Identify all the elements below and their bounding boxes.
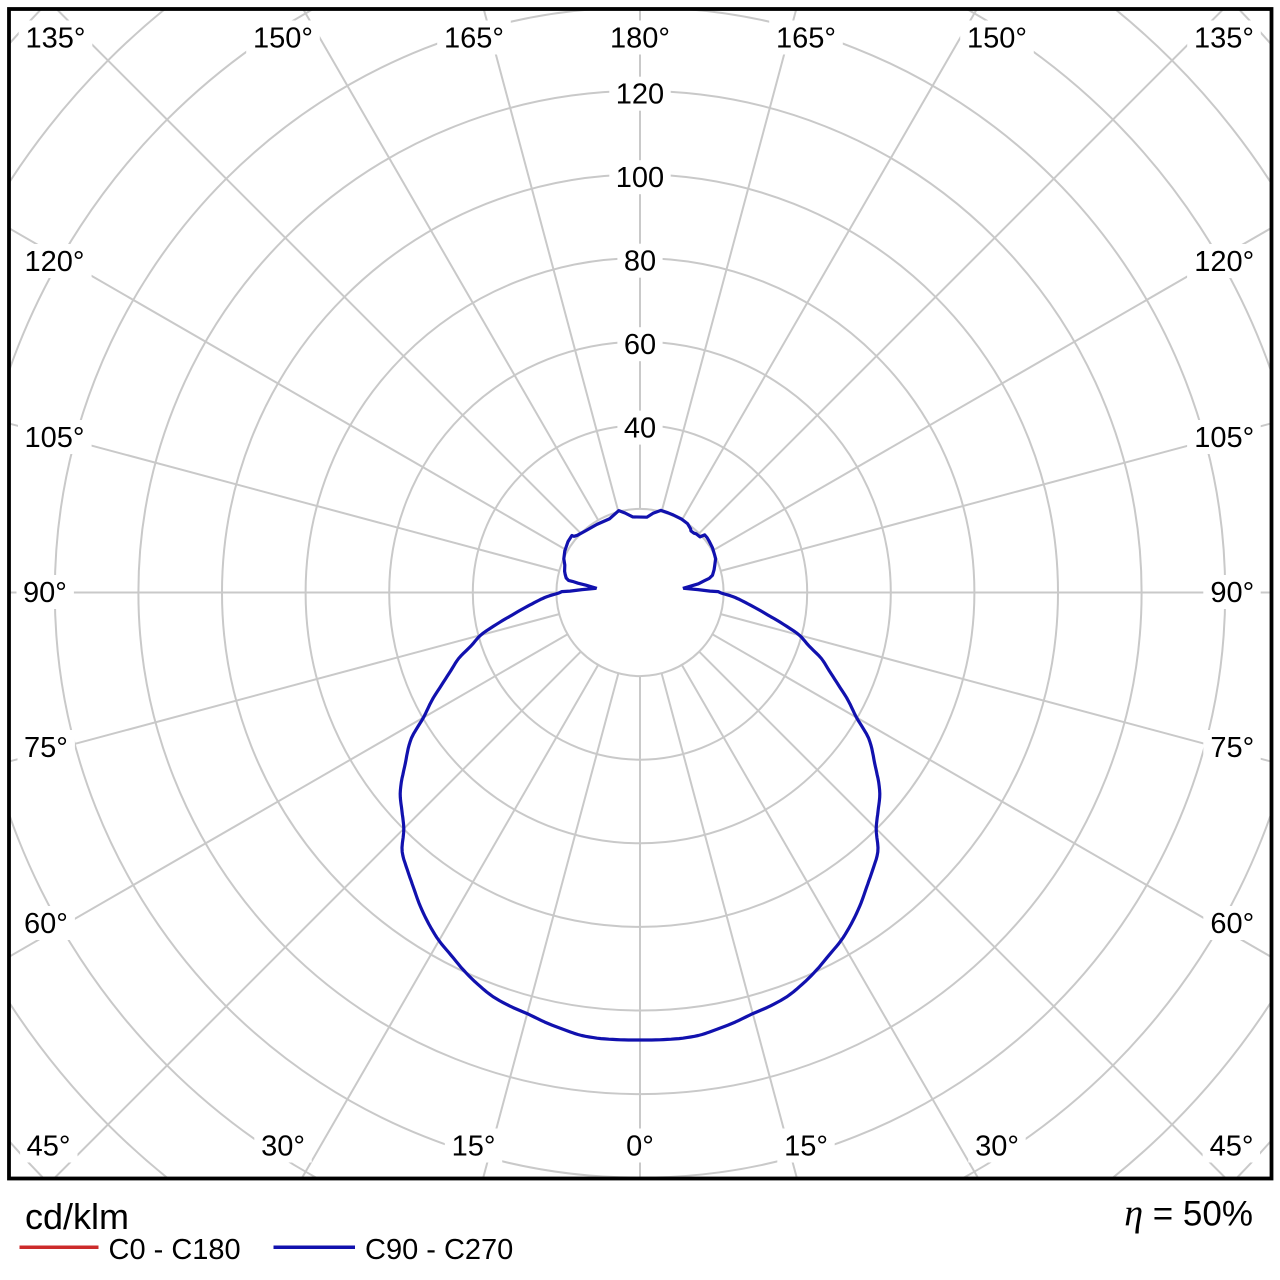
svg-text:120: 120 xyxy=(616,79,664,111)
svg-text:40: 40 xyxy=(624,413,656,445)
svg-text:60°: 60° xyxy=(1210,908,1254,940)
svg-text:cd/klm: cd/klm xyxy=(25,1196,129,1237)
svg-text:120°: 120° xyxy=(1194,246,1254,278)
svg-text:150°: 150° xyxy=(253,23,313,55)
svg-text:15°: 15° xyxy=(784,1131,828,1163)
svg-text:30°: 30° xyxy=(975,1131,1019,1163)
svg-text:135°: 135° xyxy=(1194,23,1254,55)
svg-text:165°: 165° xyxy=(776,23,836,55)
svg-text:105°: 105° xyxy=(1194,422,1254,454)
svg-text:120°: 120° xyxy=(25,246,85,278)
svg-text:15°: 15° xyxy=(452,1131,496,1163)
svg-text:60: 60 xyxy=(624,329,656,361)
svg-text:75°: 75° xyxy=(24,732,68,764)
svg-text:45°: 45° xyxy=(27,1131,71,1163)
svg-text:45°: 45° xyxy=(1210,1131,1254,1163)
svg-text:C90 - C270: C90 - C270 xyxy=(365,1234,513,1266)
svg-text:80: 80 xyxy=(624,246,656,278)
svg-text:135°: 135° xyxy=(26,23,86,55)
svg-text:30°: 30° xyxy=(261,1131,305,1163)
svg-text:90°: 90° xyxy=(23,577,67,609)
svg-text:180°: 180° xyxy=(610,23,670,55)
svg-text:165°: 165° xyxy=(444,23,504,55)
svg-text:150°: 150° xyxy=(967,23,1027,55)
svg-text:C0 - C180: C0 - C180 xyxy=(109,1234,241,1266)
svg-text:75°: 75° xyxy=(1210,732,1254,764)
svg-text:60°: 60° xyxy=(24,908,68,940)
svg-text:90°: 90° xyxy=(1210,577,1254,609)
svg-text:105°: 105° xyxy=(25,422,85,454)
svg-text:0°: 0° xyxy=(626,1131,654,1163)
svg-text:100: 100 xyxy=(616,162,664,194)
svg-text:η = 50%: η = 50% xyxy=(1124,1193,1253,1235)
